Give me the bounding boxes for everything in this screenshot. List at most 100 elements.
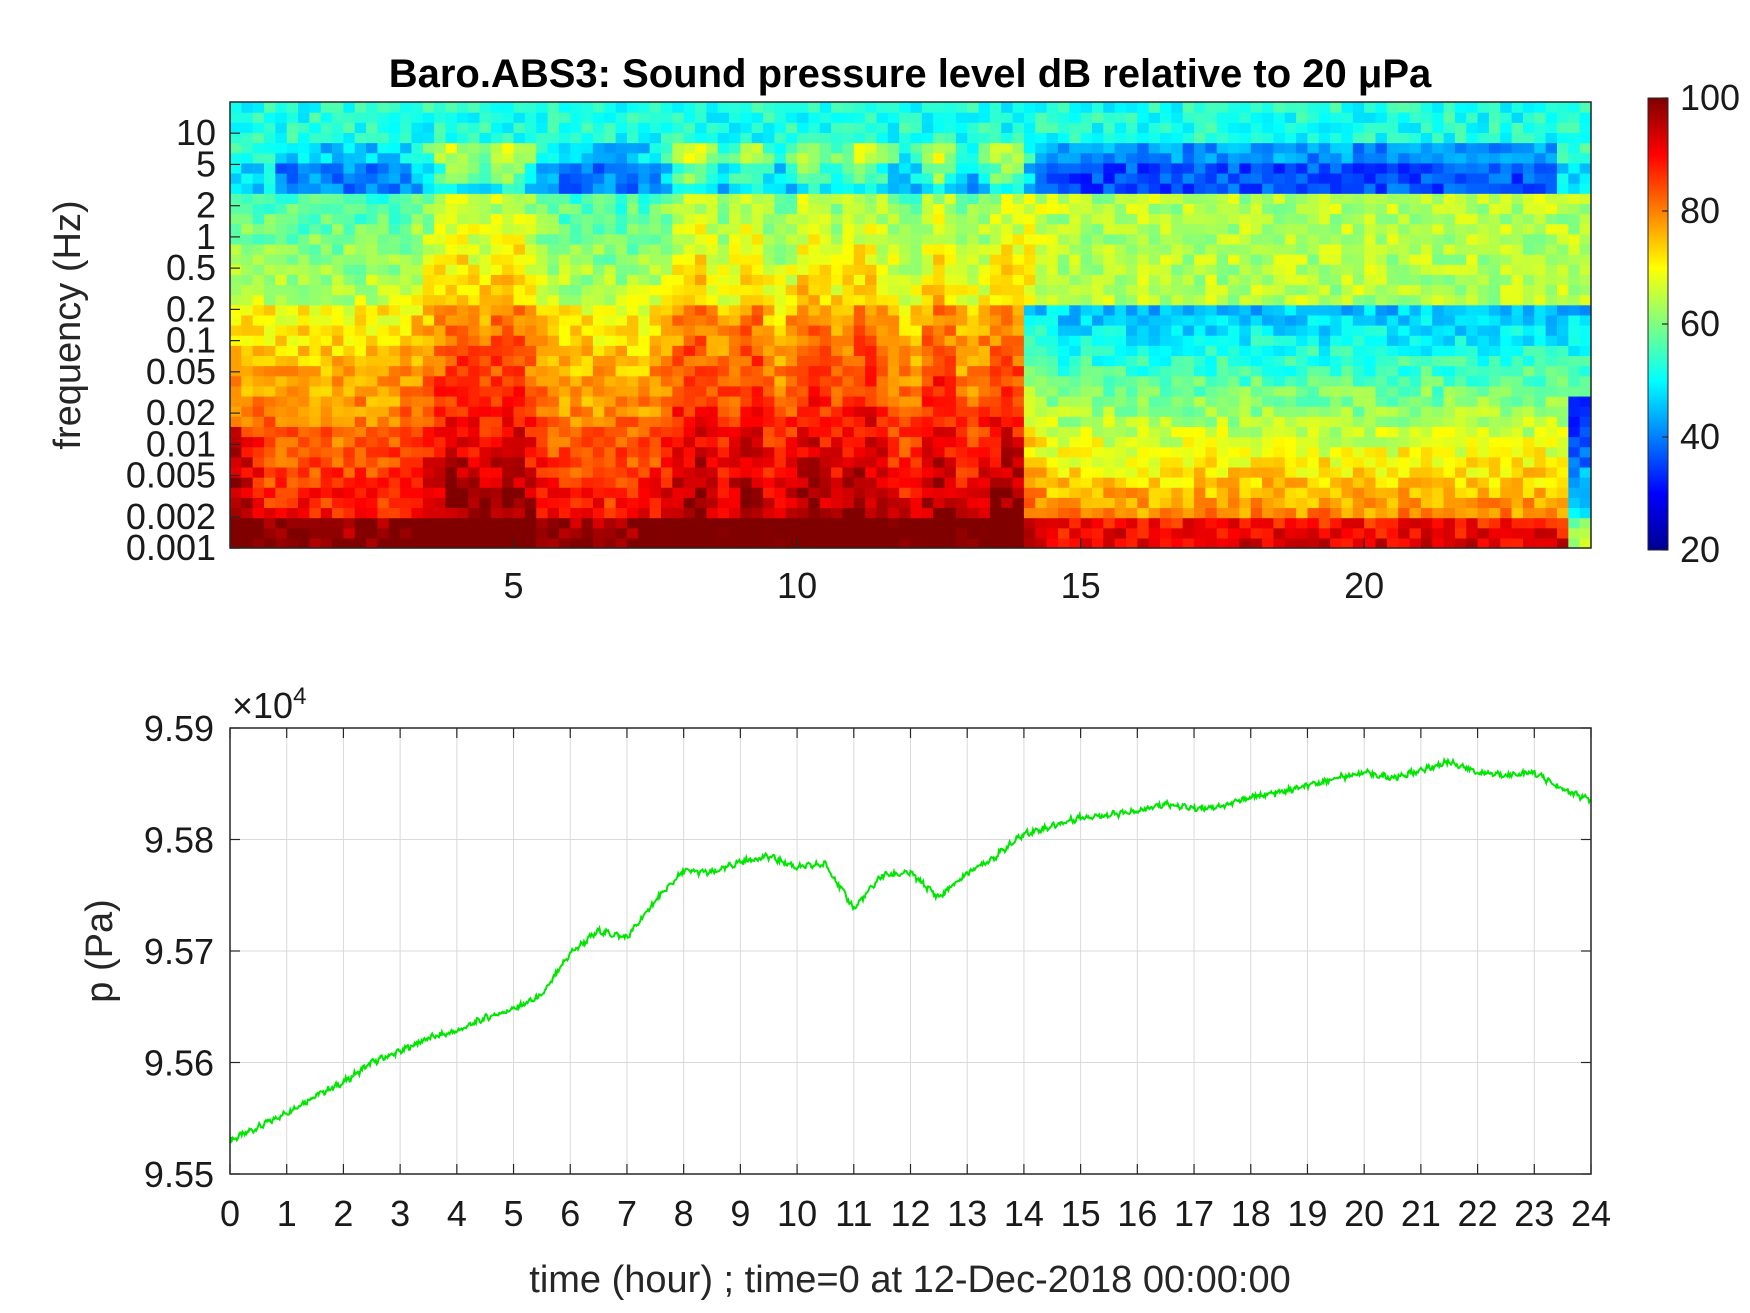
heatmap-cell — [626, 243, 639, 255]
heatmap-cell — [1035, 446, 1048, 458]
heatmap-cell — [672, 274, 685, 286]
heatmap-cell — [604, 203, 617, 215]
heatmap-cell — [332, 233, 345, 245]
heatmap-cell — [955, 183, 968, 194]
heatmap-cell — [502, 517, 515, 529]
heatmap-cell — [400, 537, 413, 549]
heatmap-cell — [1114, 416, 1127, 427]
heatmap-cell — [286, 183, 299, 194]
heatmap-cell — [1069, 406, 1082, 417]
heatmap-cell — [1114, 102, 1127, 113]
heatmap-cell — [695, 203, 707, 215]
heatmap-cell — [592, 517, 605, 529]
heatmap-cell — [1386, 416, 1399, 427]
heatmap-cell — [1216, 223, 1229, 235]
heatmap-cell — [332, 284, 345, 296]
heatmap-cell — [524, 477, 537, 488]
heatmap-cell — [1284, 385, 1297, 397]
heatmap-cell — [1307, 406, 1320, 417]
heatmap-cell — [1330, 385, 1343, 397]
heatmap-cell — [1386, 314, 1399, 326]
heatmap-cell — [1375, 375, 1388, 387]
heatmap-cell — [309, 466, 322, 478]
heatmap-cell — [1194, 395, 1206, 407]
heatmap-cell — [298, 112, 310, 123]
heatmap-cell — [876, 193, 889, 204]
heatmap-cell — [933, 172, 946, 184]
heatmap-cell — [706, 375, 719, 387]
heatmap-cell — [649, 132, 662, 144]
heatmap-cell — [1182, 487, 1195, 498]
heatmap-cell — [1216, 304, 1229, 316]
heatmap-cell — [377, 203, 390, 215]
heatmap-cell — [774, 395, 787, 407]
heatmap-cell — [729, 213, 741, 225]
heatmap-cell — [763, 375, 775, 387]
heatmap-cell — [1432, 497, 1445, 509]
heatmap-cell — [592, 264, 605, 275]
heatmap-cell — [921, 162, 934, 174]
heatmap-cell — [1488, 436, 1501, 448]
heatmap-cell — [1012, 264, 1025, 275]
heatmap-cell — [1318, 436, 1331, 448]
heatmap-cell — [558, 162, 571, 174]
heatmap-cell — [320, 213, 333, 225]
heatmap-cell — [434, 466, 447, 478]
heatmap-cell — [615, 507, 628, 519]
heatmap-cell — [1443, 142, 1456, 154]
heatmap-cell — [842, 487, 855, 498]
heatmap-cell — [604, 213, 617, 225]
heatmap-cell — [1171, 406, 1184, 417]
heatmap-cell — [1239, 355, 1252, 367]
heatmap-cell — [1454, 487, 1467, 498]
heatmap-cell — [695, 243, 707, 255]
heatmap-cell — [1500, 132, 1513, 144]
heatmap-cell — [1091, 172, 1104, 184]
heatmap-cell — [967, 537, 980, 549]
heatmap-cell — [604, 142, 617, 154]
heatmap-cell — [717, 112, 730, 123]
heatmap-cell — [309, 395, 322, 407]
heatmap-cell — [1511, 517, 1524, 529]
heatmap-cell — [1012, 365, 1025, 377]
heatmap-cell — [343, 487, 356, 498]
heatmap-cell — [604, 233, 617, 245]
heatmap-cell — [1409, 233, 1422, 245]
heatmap-cell — [955, 132, 968, 144]
heatmap-cell — [899, 335, 912, 346]
heatmap-cell — [513, 142, 526, 154]
heatmap-cell — [842, 213, 855, 225]
heatmap-cell — [853, 233, 866, 245]
heatmap-cell — [377, 446, 390, 458]
heatmap-cell — [456, 385, 469, 397]
heatmap-cell — [332, 395, 345, 407]
heatmap-cell — [1080, 375, 1093, 387]
heatmap-cell — [422, 294, 435, 306]
heatmap-cell — [570, 294, 583, 306]
heatmap-cell — [354, 517, 367, 529]
heatmap-cell — [672, 456, 685, 468]
heatmap-cell — [944, 172, 957, 184]
heatmap-cell — [853, 254, 866, 265]
heatmap-cell — [683, 243, 696, 255]
heatmap-cell — [1432, 517, 1445, 529]
heatmap-cell — [445, 193, 458, 204]
heatmap-cell — [434, 284, 447, 296]
heatmap-cell — [1103, 223, 1116, 235]
heatmap-cell — [1001, 487, 1014, 498]
heatmap-cell — [366, 183, 379, 194]
heatmap-cell — [1352, 233, 1365, 245]
heatmap-cell — [944, 314, 957, 326]
heatmap-cell — [695, 183, 707, 194]
heatmap-cell — [1330, 517, 1343, 529]
heatmap-cell — [1012, 142, 1025, 154]
heatmap-cell — [581, 223, 594, 235]
heatmap-cell — [411, 426, 424, 438]
heatmap-cell — [899, 142, 912, 154]
heatmap-cell — [1103, 355, 1116, 367]
heatmap-cell — [298, 122, 310, 134]
heatmap-cell — [1341, 183, 1354, 194]
heatmap-cell — [1250, 477, 1263, 488]
heatmap-cell — [490, 223, 503, 235]
heatmap-cell — [1330, 162, 1343, 174]
